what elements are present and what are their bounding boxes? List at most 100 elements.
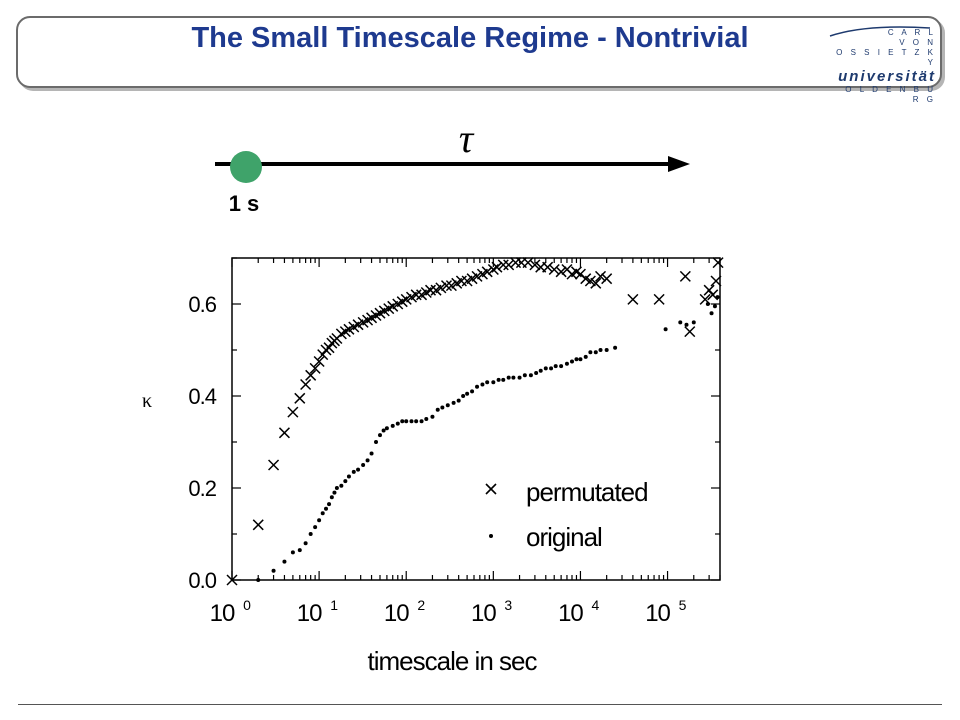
point-original: [419, 419, 424, 424]
point-original: [409, 419, 414, 424]
slide-title: The Small Timescale Regime - Nontrivial: [191, 22, 749, 54]
point-original: [343, 479, 348, 484]
x-axis-label: timescale in sec: [368, 646, 538, 676]
timeline-marker: [230, 151, 262, 183]
point-permutated: [435, 282, 447, 294]
point-permutated: [503, 259, 515, 271]
point-original: [583, 354, 588, 359]
point-original: [663, 327, 668, 332]
point-original: [456, 398, 461, 403]
logo-swoosh-icon: [829, 26, 931, 37]
point-original: [324, 506, 329, 511]
x-tick-label: 10: [471, 600, 496, 627]
point-permutated: [555, 266, 567, 278]
point-original: [435, 407, 440, 412]
y-tick-label: 0.4: [188, 384, 216, 409]
point-permutated: [548, 263, 560, 276]
point-original: [578, 357, 583, 362]
university-logo: C A R L V O N O S S I E T Z K Y universi…: [832, 28, 936, 104]
footer-divider: [18, 704, 942, 705]
point-original: [430, 414, 435, 419]
point-original: [351, 469, 356, 474]
x-tick-exponent: 4: [592, 597, 600, 613]
point-original: [303, 541, 308, 546]
point-original: [496, 377, 501, 382]
point-permutated: [481, 266, 493, 278]
point-original: [517, 375, 522, 380]
y-tick-label: 0.0: [188, 568, 216, 593]
x-tick-label: 10: [297, 600, 322, 627]
point-original: [424, 417, 429, 421]
point-original: [705, 302, 710, 306]
point-permutated: [684, 326, 696, 338]
point-original: [256, 578, 261, 582]
point-original: [271, 568, 276, 573]
point-permutated: [309, 362, 321, 374]
timeline: τ 1 s: [215, 116, 690, 216]
point-original: [465, 391, 470, 396]
point-original: [475, 384, 480, 389]
point-original: [334, 486, 339, 490]
point-original: [522, 373, 527, 378]
point-permutated: [594, 270, 607, 282]
point-original: [593, 350, 598, 355]
x-tick-label: 10: [210, 600, 235, 627]
point-original: [365, 458, 370, 463]
point-permutated: [491, 261, 503, 273]
point-original: [329, 495, 334, 500]
point-original: [332, 490, 337, 495]
plot-frame: [231, 257, 721, 581]
logo-line-1: C A R L: [887, 28, 936, 37]
logo-city: O L D E N B U R G: [845, 85, 936, 104]
point-original: [485, 380, 490, 385]
point-permutated: [268, 459, 280, 471]
point-original: [327, 502, 332, 507]
y-tick-label: 0.2: [188, 476, 216, 501]
point-original: [564, 361, 569, 366]
point-original: [404, 419, 409, 424]
point-permutated: [278, 427, 290, 439]
logo-line-2: V O N: [899, 38, 936, 47]
point-original: [559, 364, 564, 369]
point-original: [361, 463, 366, 467]
point-permutated: [313, 355, 325, 368]
point-original: [501, 377, 506, 382]
x-tick-exponent: 0: [243, 597, 251, 613]
y-axis-label: κ: [142, 390, 152, 412]
point-original: [440, 405, 445, 410]
y-tick-labels: 0.0 0.2 0.4 0.6: [188, 292, 217, 593]
point-permutated: [410, 289, 422, 301]
point-original: [445, 403, 450, 408]
point-original: [377, 433, 382, 438]
point-original: [317, 518, 322, 523]
point-permutated: [497, 259, 509, 271]
point-original: [290, 550, 295, 555]
point-permutated: [424, 284, 437, 296]
point-original: [369, 451, 374, 456]
point-original: [491, 380, 496, 385]
point-original: [528, 373, 533, 378]
point-permutated: [590, 277, 602, 289]
point-original: [553, 364, 558, 369]
timeline-arrowhead-icon: [668, 156, 690, 172]
y-tick-label: 0.6: [188, 292, 216, 317]
x-tick-exponent: 1: [330, 597, 338, 613]
x-tick-label: 10: [558, 600, 583, 627]
point-permutated: [522, 257, 534, 269]
logo-line-3: O S S I E T Z K Y: [836, 48, 936, 67]
point-permutated: [679, 270, 691, 282]
point-original: [684, 322, 689, 327]
point-original: [691, 320, 696, 325]
point-original: [598, 348, 603, 352]
point-original: [308, 532, 313, 536]
point-permutated: [294, 392, 306, 404]
legend-marker-permutated-icon: [485, 483, 497, 495]
x-tick-labels: 10 0 10 1 10 2 10 3 10 4 10 5: [210, 597, 687, 627]
point-permutated: [455, 275, 467, 287]
point-original: [678, 320, 683, 325]
legend: permutated original: [485, 477, 649, 552]
point-permutated: [653, 293, 665, 305]
point-original: [356, 467, 361, 472]
point-permutated: [601, 273, 613, 285]
